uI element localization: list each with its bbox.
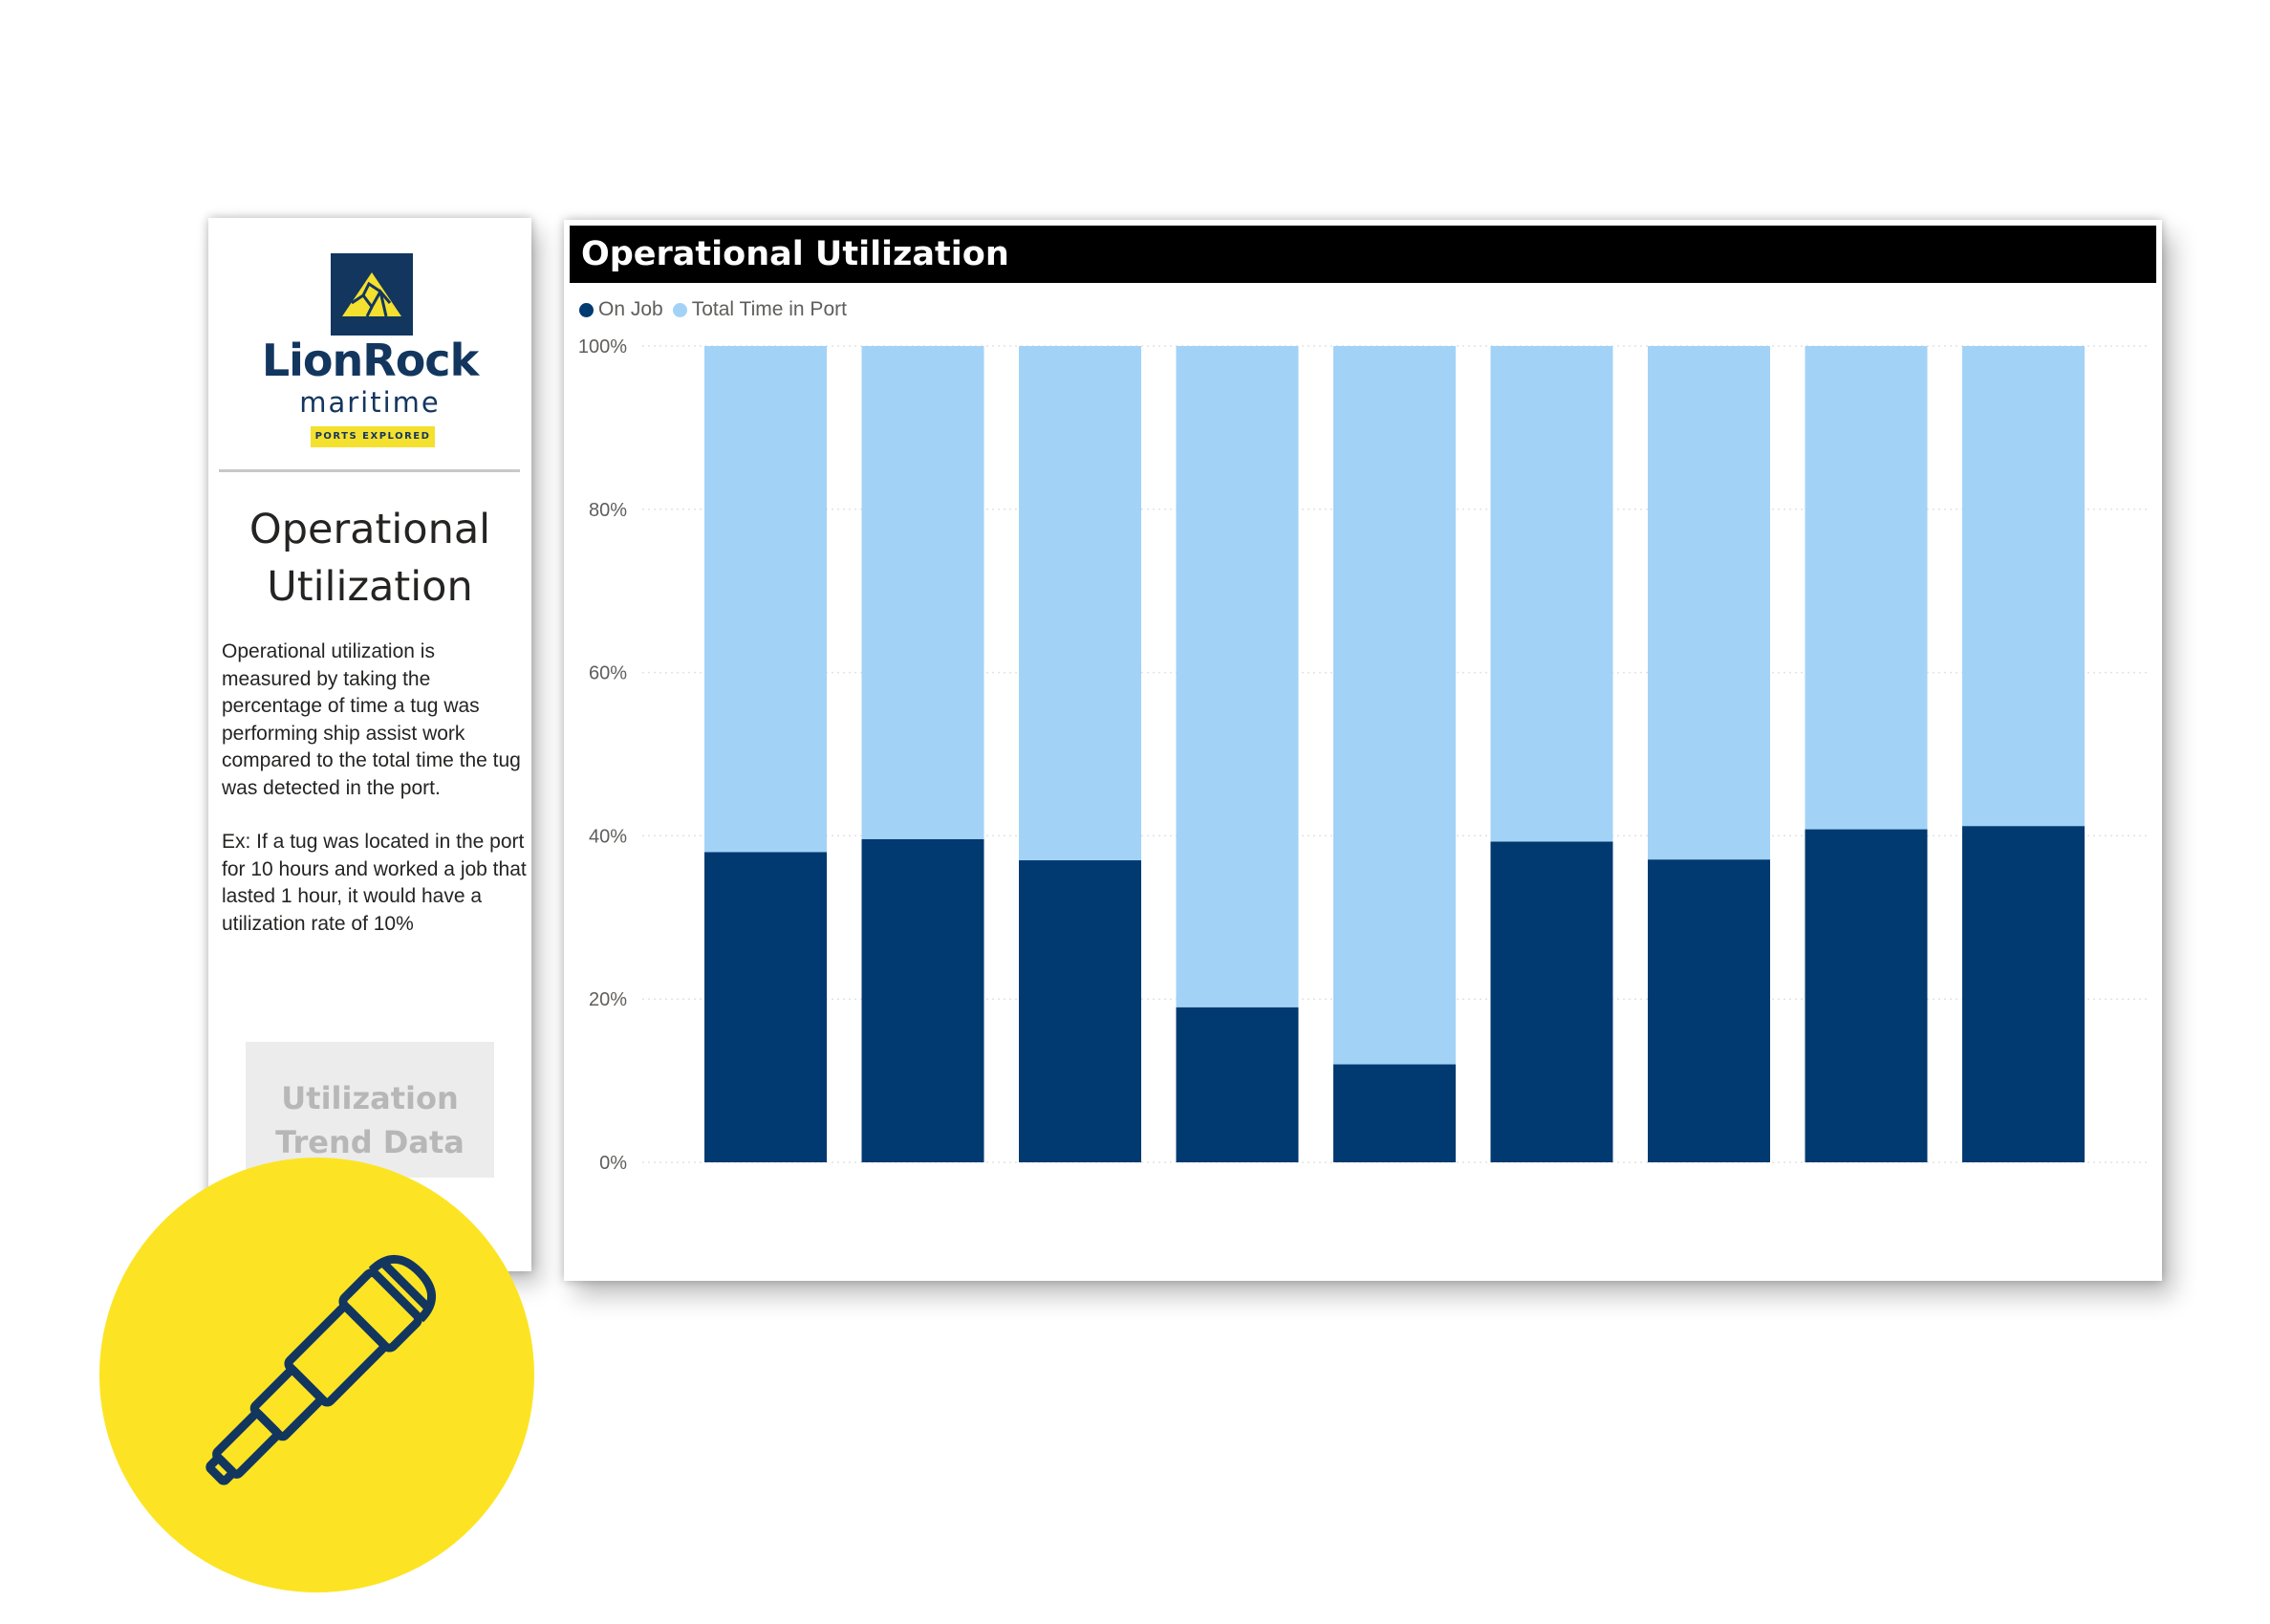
y-tick-label: 100%	[578, 336, 627, 357]
bar-total-time	[1333, 346, 1456, 1065]
y-tick-label: 60%	[589, 663, 627, 684]
panel-title-line2: Utilization	[267, 563, 473, 611]
legend-label-total-time: Total Time in Port	[691, 298, 847, 320]
y-tick-label: 0%	[599, 1153, 627, 1174]
bar-total-time	[1648, 346, 1770, 860]
y-tick-label: 80%	[589, 500, 627, 521]
bar-total-time	[704, 346, 827, 853]
info-panel: LionRock maritime PORTS EXPLORED Operati…	[208, 218, 531, 1271]
trend-button-line2: Trend Data	[275, 1124, 465, 1160]
legend-swatch-on-job	[579, 302, 594, 317]
bar-on-job	[1648, 859, 1770, 1162]
trend-button-line1: Utilization	[281, 1080, 459, 1116]
bar-total-time	[1490, 346, 1613, 842]
bar-on-job	[861, 838, 984, 1162]
bar-on-job	[1805, 829, 1928, 1162]
legend-swatch-total-time	[672, 302, 687, 317]
bar-on-job	[1019, 860, 1141, 1162]
legend-item-total-time[interactable]: Total Time in Port	[672, 298, 847, 321]
telescope-icon	[205, 1254, 437, 1485]
panel-divider	[219, 469, 520, 472]
brand-tagline: PORTS EXPLORED	[311, 426, 435, 447]
bar-on-job	[1490, 841, 1613, 1162]
brand-name: LionRock	[261, 335, 479, 386]
bar-total-time	[1962, 346, 2085, 827]
bar-on-job	[1333, 1064, 1456, 1162]
bar-total-time	[1176, 346, 1299, 1007]
panel-title-line1: Operational	[249, 506, 491, 553]
bar-on-job	[1176, 1007, 1299, 1162]
stacked-bar-plot: 0% 20% 40% 60% 80% 100%	[578, 336, 2151, 1174]
mountain-logo-icon	[331, 253, 413, 336]
bar-total-time	[861, 346, 984, 839]
legend-item-on-job[interactable]: On Job	[579, 298, 663, 321]
legend-label-on-job: On Job	[598, 298, 663, 320]
bar-total-time	[1805, 346, 1928, 830]
telescope-badge	[99, 1158, 534, 1592]
bar-on-job	[704, 852, 827, 1162]
chart-title: Operational Utilization	[581, 235, 1009, 273]
panel-title: Operational Utilization	[208, 501, 531, 616]
chart-legend: On Job Total Time in Port	[579, 295, 856, 324]
bar-total-time	[1019, 346, 1141, 861]
bar-on-job	[1962, 826, 2085, 1162]
y-tick-label: 20%	[589, 989, 627, 1010]
chart-title-bar: Operational Utilization	[570, 226, 2156, 283]
panel-description: Operational utilization is measured by t…	[222, 640, 521, 799]
y-tick-label: 40%	[589, 826, 627, 847]
chart-card: Operational Utilization On Job Total Tim…	[564, 220, 2162, 1281]
utilization-trend-data-button[interactable]: Utilization Trend Data	[246, 1042, 494, 1178]
panel-example: Ex: If a tug was located in the port for…	[222, 831, 527, 935]
brand-sub: maritime	[299, 386, 441, 419]
brand-logo: LionRock maritime PORTS EXPLORED	[208, 218, 531, 466]
